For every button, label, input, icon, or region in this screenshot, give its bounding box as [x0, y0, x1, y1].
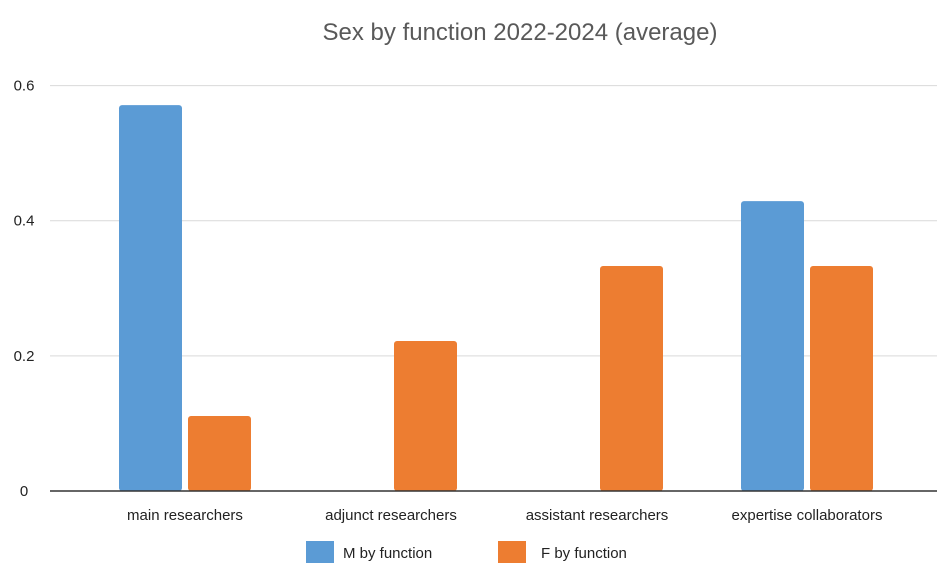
y-tick-label: 0	[20, 483, 28, 500]
bar-f-3	[810, 265, 873, 491]
legend-swatch	[306, 541, 334, 563]
bar-m-3	[741, 201, 804, 491]
legend-swatch	[498, 541, 526, 563]
x-category-label: assistant researchers	[526, 507, 669, 524]
y-tick-label: 0.6	[14, 78, 35, 95]
category-labels: main researchers adjunct researchers assis…	[127, 507, 882, 524]
legend-label: F by function	[541, 545, 627, 562]
y-tick-label: 0.4	[14, 213, 35, 230]
x-category-label: main researchers	[127, 507, 243, 524]
bar-f-0	[188, 415, 251, 491]
chart-title: Sex by function 2022-2024 (average)	[323, 19, 718, 46]
y-tick-label: 0.2	[14, 348, 35, 365]
bar-f-2	[600, 265, 663, 491]
x-category-label: adjunct researchers	[325, 507, 457, 524]
legend: M by function F by function	[306, 541, 627, 563]
y-axis-ticks: 0 0.2 0.4 0.6	[14, 78, 35, 500]
x-category-label: expertise collaborators	[732, 507, 883, 524]
bar-f-1	[394, 340, 457, 491]
bar-m-0	[119, 105, 182, 491]
legend-label: M by function	[343, 545, 432, 562]
bars	[119, 105, 873, 491]
